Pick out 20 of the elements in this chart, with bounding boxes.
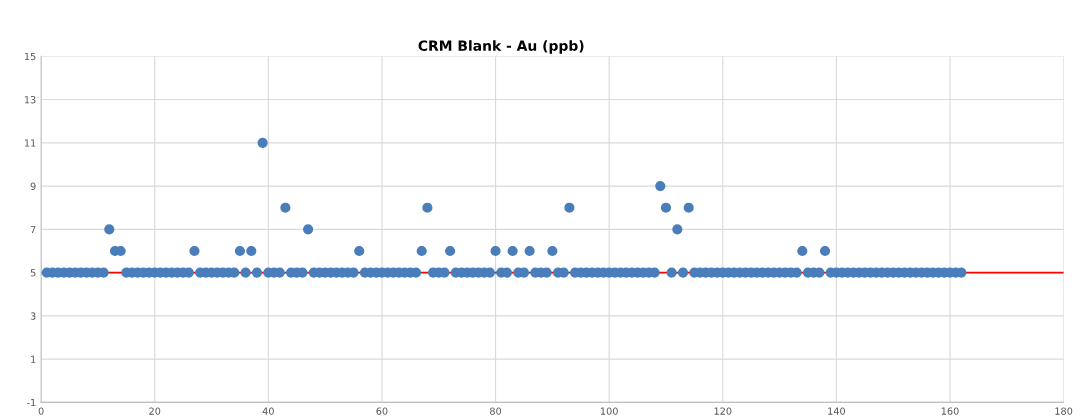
x-tick-label: 100 <box>600 407 618 415</box>
y-tick-label: -1 <box>27 399 36 407</box>
y-tick-label: 3 <box>30 312 36 320</box>
x-tick-label: 20 <box>149 407 161 415</box>
chart-title: CRM Blank - Au (ppb) <box>418 40 584 54</box>
y-tick-label: 9 <box>30 182 36 190</box>
x-tick-label: 120 <box>714 407 732 415</box>
y-tick-label: 5 <box>30 269 36 277</box>
y-tick-label: 13 <box>24 96 36 104</box>
x-tick-label: 160 <box>941 407 959 415</box>
y-tick-label: 11 <box>24 139 36 147</box>
y-tick-label: 1 <box>31 355 36 363</box>
x-tick-label: 180 <box>1055 407 1073 415</box>
x-tick-label: 0 <box>38 407 44 415</box>
y-tick-label: 7 <box>30 225 36 234</box>
x-tick-label: 60 <box>376 407 388 415</box>
y-tick-label: 15 <box>24 52 36 61</box>
x-tick-label: 40 <box>262 407 274 415</box>
x-tick-label: 140 <box>828 407 846 415</box>
x-tick-label: 80 <box>490 407 502 415</box>
